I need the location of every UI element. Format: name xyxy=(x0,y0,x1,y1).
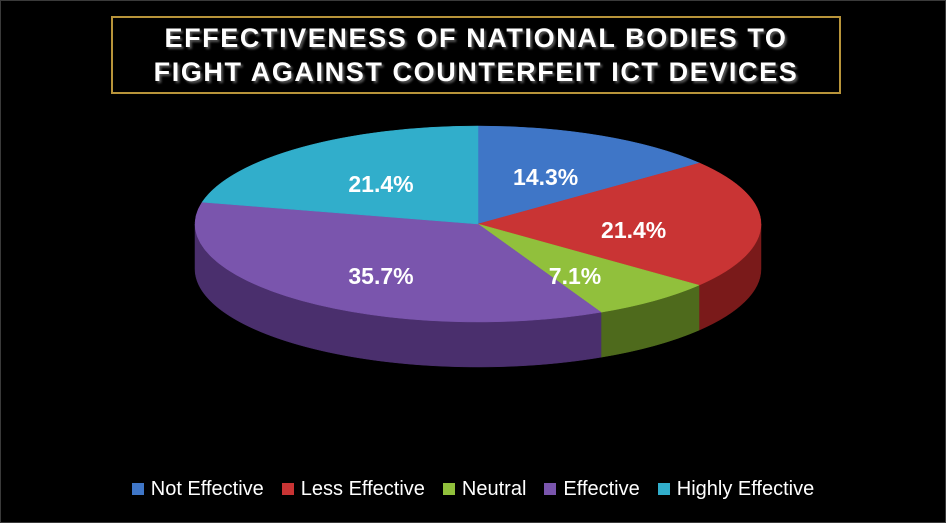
legend-swatch-less-effective xyxy=(281,483,294,495)
legend-item-neutral: Neutral xyxy=(442,477,527,501)
legend: Not Effective Less Effective Neutral Effect… xyxy=(0,475,946,503)
chart-title-line-1: EFFECTIVENESS OF NATIONAL BODIES TO xyxy=(164,23,788,53)
legend-label-not-effective: Not Effective xyxy=(150,477,264,500)
legend-label-neutral: Neutral xyxy=(461,477,527,500)
chart-title: EFFECTIVENESS OF NATIONAL BODIES TO FIGH… xyxy=(111,16,841,94)
data-label-effective: 35.7% xyxy=(348,263,413,289)
legend-item-highly-effective: Highly Effective xyxy=(657,477,815,501)
legend-item-not-effective: Not Effective xyxy=(131,477,264,501)
legend-swatch-effective xyxy=(544,483,557,495)
pie-slice-highly-effective xyxy=(201,125,479,225)
legend-label-effective: Effective xyxy=(563,477,640,500)
pie-slice-not-effective xyxy=(477,125,701,225)
legend-label-highly-effective: Highly Effective xyxy=(676,477,815,500)
legend-swatch-neutral xyxy=(442,483,455,495)
data-label-less-effective: 21.4% xyxy=(601,217,666,243)
pie-slice-effective xyxy=(194,201,602,323)
pie-slice-neutral xyxy=(477,223,700,313)
legend-swatch-highly-effective xyxy=(657,483,670,495)
legend-label-less-effective: Less Effective xyxy=(300,477,425,500)
data-label-not-effective: 14.3% xyxy=(513,164,578,190)
data-label-neutral: 7.1% xyxy=(549,263,601,289)
legend-item-less-effective: Less Effective xyxy=(281,477,425,501)
data-label-highly-effective: 21.4% xyxy=(348,171,413,197)
pie-slice-less-effective xyxy=(477,162,762,286)
legend-item-effective: Effective xyxy=(544,477,640,501)
legend-swatch-not-effective xyxy=(131,483,144,495)
chart-title-line-2: FIGHT AGAINST COUNTERFEIT ICT DEVICES xyxy=(153,57,799,87)
